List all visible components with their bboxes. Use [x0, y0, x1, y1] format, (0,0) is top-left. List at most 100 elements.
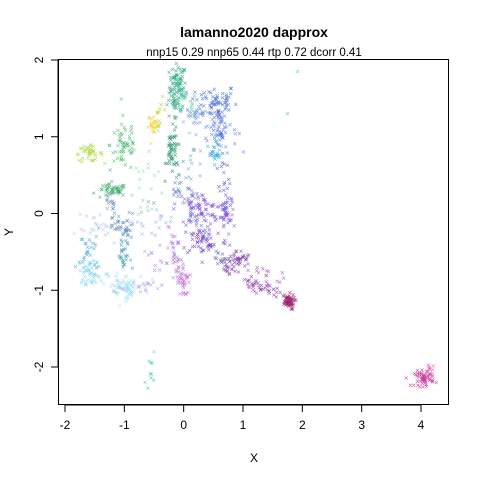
data-point: [195, 232, 200, 237]
data-point: [239, 249, 243, 254]
data-point: [120, 183, 125, 188]
data-point: [203, 228, 207, 233]
data-point: [251, 285, 255, 289]
data-point: [105, 197, 109, 202]
data-point: [119, 243, 124, 248]
data-point: [119, 225, 124, 230]
data-point: [413, 372, 418, 377]
data-point: [199, 103, 203, 107]
data-point: [151, 201, 156, 206]
data-point: [230, 213, 234, 217]
data-point: [141, 169, 145, 174]
data-point: [196, 213, 201, 217]
data-point: [178, 96, 183, 101]
data-point: [85, 269, 89, 273]
data-point: [120, 220, 125, 225]
data-point: [195, 206, 200, 210]
data-point: [210, 150, 214, 154]
data-point: [91, 259, 96, 263]
data-point: [80, 278, 85, 282]
data-point: [271, 287, 276, 292]
data-point: [201, 113, 206, 118]
data-point: [247, 286, 251, 290]
data-point: [228, 91, 233, 96]
data-point: [174, 270, 178, 274]
data-point: [175, 90, 179, 95]
chart-title: lamanno2020 dapprox: [180, 24, 328, 40]
data-point: [218, 203, 223, 208]
y-tick-label: -1: [32, 285, 46, 296]
data-point: [172, 114, 177, 119]
data-point: [96, 226, 101, 230]
data-point: [174, 69, 178, 73]
data-point: [205, 212, 210, 216]
data-point: [200, 248, 205, 253]
data-point: [208, 213, 213, 218]
data-point: [142, 283, 147, 288]
data-point: [157, 107, 162, 111]
y-tick-label: -2: [32, 361, 46, 372]
data-point: [176, 88, 180, 93]
x-axis-label: X: [250, 451, 258, 465]
data-point: [183, 81, 187, 85]
data-point: [119, 237, 124, 242]
data-point: [201, 234, 206, 239]
data-point: [213, 157, 217, 161]
data-point: [247, 278, 252, 283]
data-point: [182, 245, 186, 250]
data-point: [130, 146, 134, 151]
data-point: [172, 201, 177, 206]
data-point: [187, 248, 192, 253]
data-point: [119, 256, 124, 260]
data-point: [225, 163, 230, 167]
data-point: [211, 103, 216, 107]
data-point: [142, 281, 146, 286]
data-point: [184, 176, 188, 180]
data-point: [181, 265, 185, 269]
data-point: [182, 278, 187, 283]
data-point: [417, 384, 422, 389]
data-point: [231, 207, 235, 212]
data-point: [151, 378, 156, 382]
data-point: [194, 111, 199, 116]
data-point: [103, 233, 108, 237]
data-point: [78, 146, 83, 151]
data-point: [275, 279, 279, 284]
data-point: [116, 214, 121, 219]
data-point: [121, 220, 126, 225]
data-point: [123, 247, 128, 251]
data-point: [193, 218, 198, 223]
data-point: [94, 266, 99, 270]
data-point: [211, 244, 215, 249]
data-point: [96, 273, 100, 278]
data-point: [146, 253, 151, 257]
data-point: [217, 125, 221, 129]
data-points: [72, 61, 439, 390]
data-point: [145, 282, 150, 286]
data-point: [246, 268, 250, 273]
data-point: [119, 97, 124, 101]
data-point: [218, 189, 222, 193]
data-point: [199, 92, 204, 97]
data-point: [92, 263, 96, 267]
data-point: [217, 148, 222, 152]
data-point: [215, 127, 220, 132]
data-point: [105, 206, 110, 211]
data-point: [189, 105, 193, 110]
data-point: [232, 127, 237, 132]
data-point: [126, 232, 130, 237]
data-point: [172, 85, 177, 90]
data-point: [134, 166, 138, 170]
data-point: [129, 124, 134, 129]
data-point: [256, 281, 260, 285]
data-point: [91, 149, 95, 154]
data-point: [135, 220, 140, 224]
data-point: [82, 274, 87, 279]
data-point: [121, 140, 126, 145]
data-point: [280, 270, 285, 275]
data-point: [210, 117, 214, 122]
data-point: [171, 276, 175, 280]
data-point: [173, 190, 177, 194]
data-point: [242, 253, 246, 258]
data-point: [226, 221, 230, 225]
